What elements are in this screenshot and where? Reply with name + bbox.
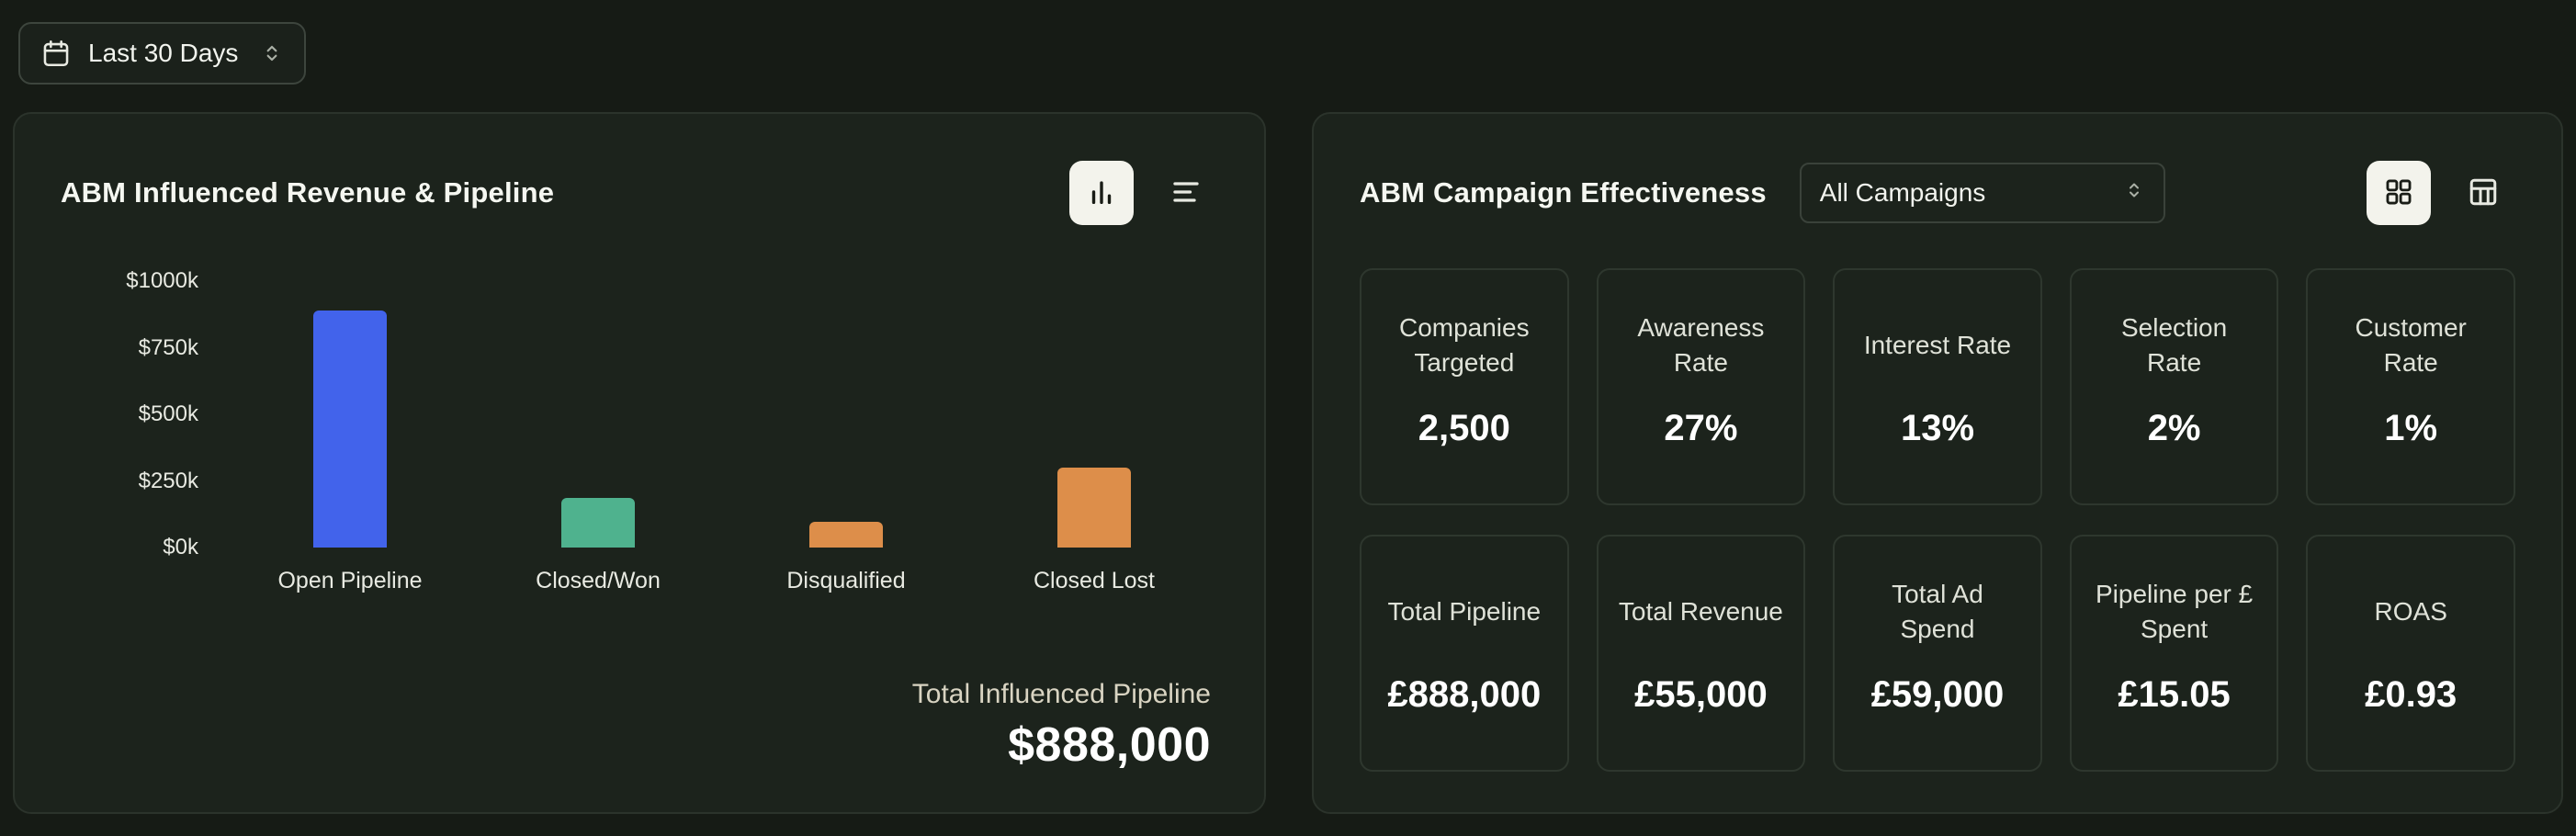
- x-label: Closed/Won: [536, 568, 661, 593]
- metric-label: ROAS: [2374, 597, 2447, 627]
- y-tick: $250k: [138, 468, 198, 493]
- chart-y-axis: $1000k $750k $500k $250k $0k: [61, 268, 198, 559]
- metric-total-revenue: Total Revenue £55,000: [1596, 535, 1806, 772]
- x-label: Open Pipeline: [277, 568, 423, 593]
- metric-value: 2%: [2147, 408, 2201, 448]
- revenue-card-title: ABM Influenced Revenue & Pipeline: [61, 176, 555, 209]
- metric-label: Pipeline per £ Spent: [2095, 580, 2254, 643]
- metric-value: 13%: [1900, 408, 1975, 448]
- total-pipeline-label: Total Influenced Pipeline: [911, 679, 1211, 709]
- metrics-view-toggle: [2367, 161, 2515, 225]
- calendar-icon: [40, 38, 72, 69]
- list-icon: [1169, 175, 1203, 211]
- metric-total-pipeline: Total Pipeline £888,000: [1360, 535, 1569, 772]
- metric-customer-rate: Customer Rate 1%: [2306, 268, 2515, 505]
- list-view-button[interactable]: [1154, 161, 1218, 225]
- revenue-bar-chart: $1000k $750k $500k $250k $0k: [61, 268, 1218, 559]
- metric-awareness-rate: Awareness Rate 27%: [1596, 268, 1806, 505]
- chevron-up-down-icon: [2123, 178, 2145, 208]
- metric-value: 1%: [2384, 408, 2438, 448]
- y-tick: $750k: [138, 334, 198, 360]
- campaign-effectiveness-card: ABM Campaign Effectiveness All Campaigns: [1312, 112, 2563, 814]
- metric-value: £888,000: [1387, 674, 1542, 715]
- table-icon: [2467, 175, 2500, 211]
- metric-label: Total Ad Spend: [1892, 580, 1983, 643]
- chart-view-toggle: [1069, 161, 1218, 225]
- bar-closed-lost[interactable]: [970, 281, 1218, 548]
- metric-value: £0.93: [2365, 674, 2457, 715]
- metric-roas: ROAS £0.93: [2306, 535, 2515, 772]
- date-range-select[interactable]: Last 30 Days: [18, 22, 307, 85]
- total-pipeline-value: $888,000: [1008, 718, 1211, 772]
- bar-disqualified[interactable]: [722, 281, 970, 548]
- metric-label: Customer Rate: [2355, 313, 2467, 377]
- metric-label: Selection Rate: [2121, 313, 2228, 377]
- grid-icon: [2383, 176, 2414, 210]
- grid-view-button[interactable]: [2367, 161, 2431, 225]
- metric-interest-rate: Interest Rate 13%: [1833, 268, 2042, 505]
- top-toolbar: Last 30 Days: [13, 22, 2563, 85]
- metric-value: £15.05: [2118, 674, 2231, 715]
- table-view-button[interactable]: [2451, 161, 2515, 225]
- metrics-grid: Companies Targeted 2,500 Awareness Rate …: [1360, 268, 2515, 772]
- metric-value: 2,500: [1418, 408, 1510, 448]
- date-range-label: Last 30 Days: [88, 39, 239, 67]
- metric-selection-rate: Selection Rate 2%: [2069, 268, 2279, 505]
- chevron-up-down-icon: [260, 41, 284, 65]
- x-label: Closed Lost: [1033, 568, 1156, 593]
- metric-label: Interest Rate: [1863, 331, 2012, 360]
- bar-closed-won[interactable]: [474, 281, 722, 548]
- y-tick: $0k: [163, 535, 198, 559]
- chart-plot-area: [226, 281, 1218, 548]
- effectiveness-card-title: ABM Campaign Effectiveness: [1360, 176, 1767, 209]
- metric-value: 27%: [1664, 408, 1738, 448]
- bar-open-pipeline[interactable]: [226, 281, 474, 548]
- metric-value: £55,000: [1634, 674, 1768, 715]
- dashboard-cards-row: ABM Influenced Revenue & Pipeline: [13, 112, 2563, 814]
- bar-chart-view-button[interactable]: [1069, 161, 1134, 225]
- metric-label: Awareness Rate: [1637, 313, 1765, 377]
- y-tick: $500k: [138, 401, 198, 426]
- chart-x-axis: Open Pipeline Closed/Won Disqualified Cl…: [61, 568, 1218, 594]
- revenue-pipeline-card: ABM Influenced Revenue & Pipeline: [13, 112, 1266, 814]
- campaign-filter-select[interactable]: All Campaigns: [1799, 163, 2165, 223]
- x-label: Disqualified: [786, 568, 906, 593]
- metric-pipeline-per-pound: Pipeline per £ Spent £15.05: [2069, 535, 2279, 772]
- y-tick: $1000k: [126, 268, 198, 293]
- metric-label: Total Pipeline: [1387, 597, 1542, 627]
- metric-total-ad-spend: Total Ad Spend £59,000: [1833, 535, 2042, 772]
- metric-label: Total Revenue: [1618, 597, 1783, 627]
- metric-companies-targeted: Companies Targeted 2,500: [1360, 268, 1569, 505]
- metric-value: £59,000: [1870, 674, 2005, 715]
- metric-label: Companies Targeted: [1398, 313, 1530, 377]
- total-influenced-pipeline: Total Influenced Pipeline $888,000: [61, 679, 1218, 773]
- campaign-filter-value: All Campaigns: [1819, 178, 1986, 207]
- bar-chart-icon: [1086, 176, 1117, 210]
